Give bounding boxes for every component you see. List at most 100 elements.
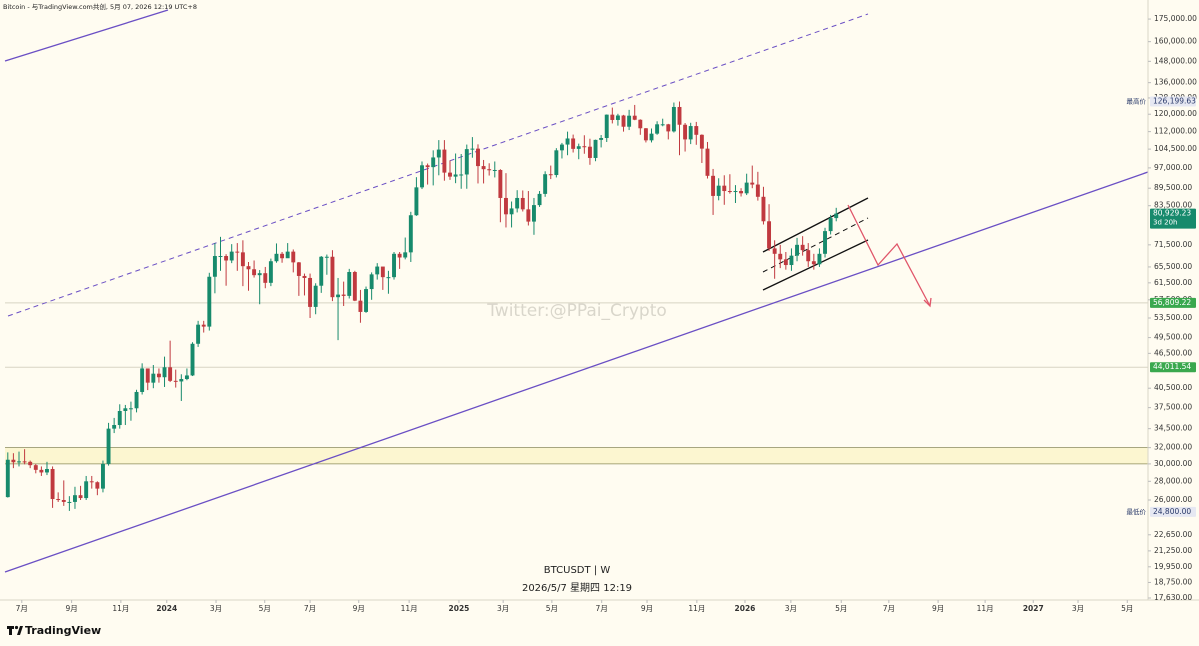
x-tick-label: 11月 xyxy=(977,604,994,613)
candle-body xyxy=(504,197,508,215)
datetime: 2026/5/7 星期四 12:19 xyxy=(522,582,632,594)
candle-body xyxy=(352,271,357,301)
candle-body xyxy=(649,133,654,141)
candle-body xyxy=(17,461,21,463)
price-caption: 最高价 xyxy=(1127,97,1147,106)
candle-body xyxy=(78,495,83,499)
y-tick-label: 71,500.00 xyxy=(1154,240,1192,249)
candle-body xyxy=(123,408,128,412)
candle-body xyxy=(33,465,38,470)
candle-body xyxy=(834,213,839,219)
candle-body xyxy=(621,115,626,127)
x-tick-label: 3月 xyxy=(1072,604,1084,613)
price-axis-bg xyxy=(1148,0,1199,646)
candle-body xyxy=(240,252,245,267)
candle-body xyxy=(587,146,592,158)
candle-body xyxy=(229,251,234,261)
candle-body xyxy=(778,253,783,260)
candle-body xyxy=(532,205,536,222)
candle-body xyxy=(336,294,341,298)
candle-body xyxy=(610,114,615,120)
candle-body xyxy=(168,367,173,381)
candle-body xyxy=(386,277,391,279)
candle-body xyxy=(688,126,693,140)
y-tick-label: 30,000.00 xyxy=(1154,459,1192,468)
candle-body xyxy=(604,114,609,139)
candle-body xyxy=(806,250,811,262)
candle-body xyxy=(84,481,89,499)
candle-body xyxy=(179,379,184,382)
price-caption: 3d 20h xyxy=(1153,219,1177,227)
candle-body xyxy=(727,191,732,193)
candle-body xyxy=(509,208,514,215)
y-tick-label: 21,250.00 xyxy=(1154,546,1192,555)
price-label-box xyxy=(1150,297,1196,308)
candle-body xyxy=(699,134,704,149)
y-tick-label: 26,000.00 xyxy=(1154,495,1192,504)
y-tick-label: 89,500.00 xyxy=(1154,183,1192,192)
channel-line xyxy=(762,197,869,253)
candle-body xyxy=(207,276,212,327)
candle-body xyxy=(459,174,464,176)
y-tick-label: 18,750.00 xyxy=(1154,577,1192,586)
candle-body xyxy=(795,244,799,256)
candle-body xyxy=(156,373,161,378)
x-tick-label: 9月 xyxy=(641,604,653,613)
candle-body xyxy=(750,182,755,185)
candle-body xyxy=(173,380,178,382)
candle-body xyxy=(291,251,296,263)
candle-body xyxy=(22,461,27,463)
y-tick-label: 19,950.00 xyxy=(1154,562,1192,571)
candle-body xyxy=(537,193,542,206)
candle-body xyxy=(380,266,385,278)
candle-body xyxy=(280,253,285,259)
candle-body xyxy=(464,149,469,175)
x-tick-label: 2027 xyxy=(1023,604,1044,613)
candle-body xyxy=(28,461,33,466)
candle-body xyxy=(330,256,335,298)
x-tick-label: 7月 xyxy=(883,604,895,613)
candle-body xyxy=(252,269,257,276)
x-tick-label: 7月 xyxy=(304,604,316,613)
candle-body xyxy=(694,126,699,135)
price-label: 80,929.23 xyxy=(1153,209,1191,218)
y-tick-label: 175,000.00 xyxy=(1154,14,1197,23)
candle-body xyxy=(375,266,380,275)
candle-body xyxy=(470,148,475,150)
candle-body xyxy=(201,324,206,327)
candle-body xyxy=(436,149,441,158)
candle-body xyxy=(364,289,368,312)
x-tick-label: 7月 xyxy=(596,604,608,613)
x-tick-label: 5月 xyxy=(1121,604,1133,613)
candle-body xyxy=(117,411,122,426)
candle-body xyxy=(643,128,648,141)
candle-body xyxy=(761,196,766,222)
candle-body xyxy=(671,106,676,132)
y-tick-label: 148,000.00 xyxy=(1154,56,1197,65)
x-tick-label: 5月 xyxy=(835,604,847,613)
x-tick-label: 5月 xyxy=(259,604,271,613)
candle-body xyxy=(582,146,587,148)
candle-body xyxy=(599,138,604,140)
candle-body xyxy=(638,119,643,129)
candle-body xyxy=(268,261,273,283)
y-tick-label: 160,000.00 xyxy=(1154,37,1197,46)
arrow-head xyxy=(923,297,932,308)
candle-body xyxy=(89,481,94,483)
y-tick-label: 83,500.00 xyxy=(1154,201,1192,210)
candle-body xyxy=(627,115,632,127)
candle-body xyxy=(218,256,223,258)
candle-body xyxy=(420,165,424,188)
candle-body xyxy=(246,266,251,270)
y-tick-label: 17,630.00 xyxy=(1154,593,1192,602)
x-tick-label: 11月 xyxy=(112,604,129,613)
candle-body xyxy=(341,294,346,296)
candle-body xyxy=(571,138,576,149)
y-tick-label: 37,500.00 xyxy=(1154,403,1192,412)
candle-body xyxy=(224,256,229,261)
candle-body xyxy=(683,124,688,140)
candle-body xyxy=(739,191,744,194)
candle-body xyxy=(134,391,139,409)
candle-body xyxy=(425,165,430,168)
